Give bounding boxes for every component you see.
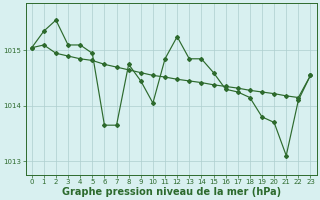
X-axis label: Graphe pression niveau de la mer (hPa): Graphe pression niveau de la mer (hPa) [61,187,281,197]
